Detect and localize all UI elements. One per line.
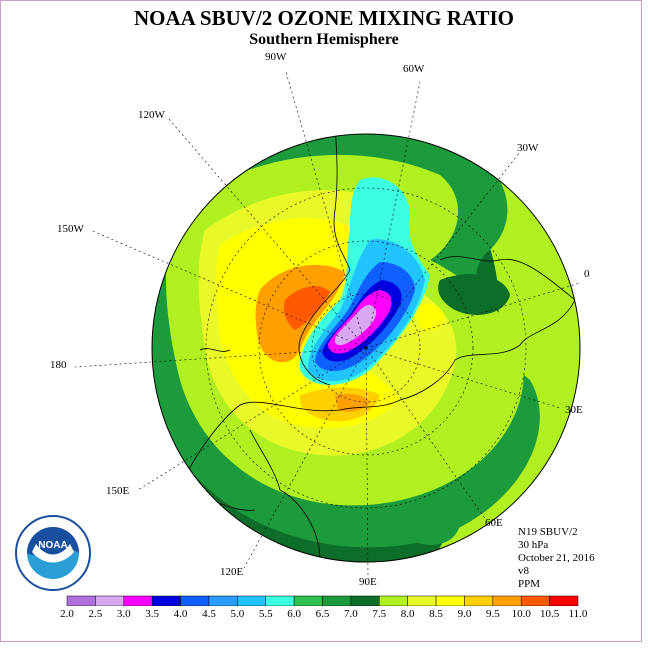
colorbar-tick-label: 6.0 <box>287 608 301 620</box>
level-label: 30 hPa <box>518 539 549 551</box>
lon-label-0: 0 <box>584 268 590 280</box>
units-label: PPM <box>518 578 541 590</box>
date-label: October 21, 2016 <box>518 552 595 564</box>
lon-label-120w: 120W <box>138 109 165 121</box>
colorbar-tick-label: 4.5 <box>202 608 216 620</box>
colorbar-swatch <box>464 595 494 606</box>
colorbar-tick-label: 9.0 <box>457 608 472 620</box>
noaa-logo-text: NOAA <box>38 540 67 551</box>
colorbar-tick-label: 6.5 <box>315 608 330 620</box>
colorbar-tick-label: 2.5 <box>88 608 103 620</box>
lon-label-30w: 30W <box>517 142 539 154</box>
version-label: v8 <box>518 565 529 577</box>
colorbar-tick-label: 7.5 <box>372 608 387 620</box>
colorbar-swatch <box>435 595 465 606</box>
colorbar-swatch <box>379 595 408 606</box>
colorbar-swatch <box>237 595 266 606</box>
colorbar-tick-label: 3.5 <box>145 608 160 620</box>
colorbar-tick-label: 8.0 <box>400 608 415 620</box>
colorbar-tick-label: 7.0 <box>344 608 358 620</box>
colorbar-swatch <box>520 595 550 606</box>
colorbar-swatch <box>492 595 522 606</box>
colorbar <box>66 595 579 606</box>
colorbar-tick-label: 10.0 <box>511 608 531 620</box>
info-block: N19 SBUV/2 30 hPa October 21, 2016 v8 PP… <box>518 526 595 591</box>
colorbar-swatch <box>151 595 181 606</box>
colorbar-tick-label: 3.0 <box>116 608 131 620</box>
colorbar-swatch <box>66 595 96 606</box>
ozone-field <box>152 134 580 562</box>
lon-label-90w: 90W <box>265 51 287 63</box>
colorbar-tick-label: 10.5 <box>539 608 560 620</box>
map-outline <box>151 133 581 563</box>
colorbar-swatch <box>95 595 125 606</box>
satellite-label: N19 SBUV/2 <box>518 526 578 538</box>
colorbar-swatch <box>180 595 210 606</box>
map-subtitle: Southern Hemisphere <box>249 31 399 48</box>
lon-label-30e: 30E <box>565 404 583 416</box>
graticule <box>74 71 581 577</box>
lon-label-120e: 120E <box>220 566 244 578</box>
colorbar-swatch <box>265 595 295 606</box>
lon-label-150e: 150E <box>106 485 130 497</box>
colorbar-swatch <box>208 595 238 606</box>
colorbar-swatch <box>293 595 323 606</box>
colorbar-swatch <box>350 595 380 606</box>
lon-label-180: 180 <box>50 359 67 371</box>
colorbar-tick-label: 5.0 <box>230 608 245 620</box>
colorbar-swatch <box>123 595 153 606</box>
colorbar-tick-label: 4.0 <box>173 608 188 620</box>
lon-label-60w: 60W <box>403 63 425 75</box>
map-title: NOAA SBUV/2 OZONE MIXING RATIO <box>134 6 514 30</box>
colorbar-tick-label: 11.0 <box>568 608 588 620</box>
lon-label-90e: 90E <box>359 576 377 588</box>
noaa-logo: NOAA <box>15 515 91 591</box>
lon-label-150w: 150W <box>57 223 84 235</box>
colorbar-tick-label: 2.0 <box>60 608 74 620</box>
colorbar-swatch <box>549 595 579 606</box>
colorbar-tick-label: 8.5 <box>429 608 443 620</box>
colorbar-swatch <box>407 595 437 606</box>
lon-label-60e: 60E <box>485 517 503 529</box>
colorbar-tick-label: 5.5 <box>258 608 273 620</box>
colorbar-tick-label: 9.5 <box>485 608 500 620</box>
colorbar-swatch <box>322 595 352 606</box>
